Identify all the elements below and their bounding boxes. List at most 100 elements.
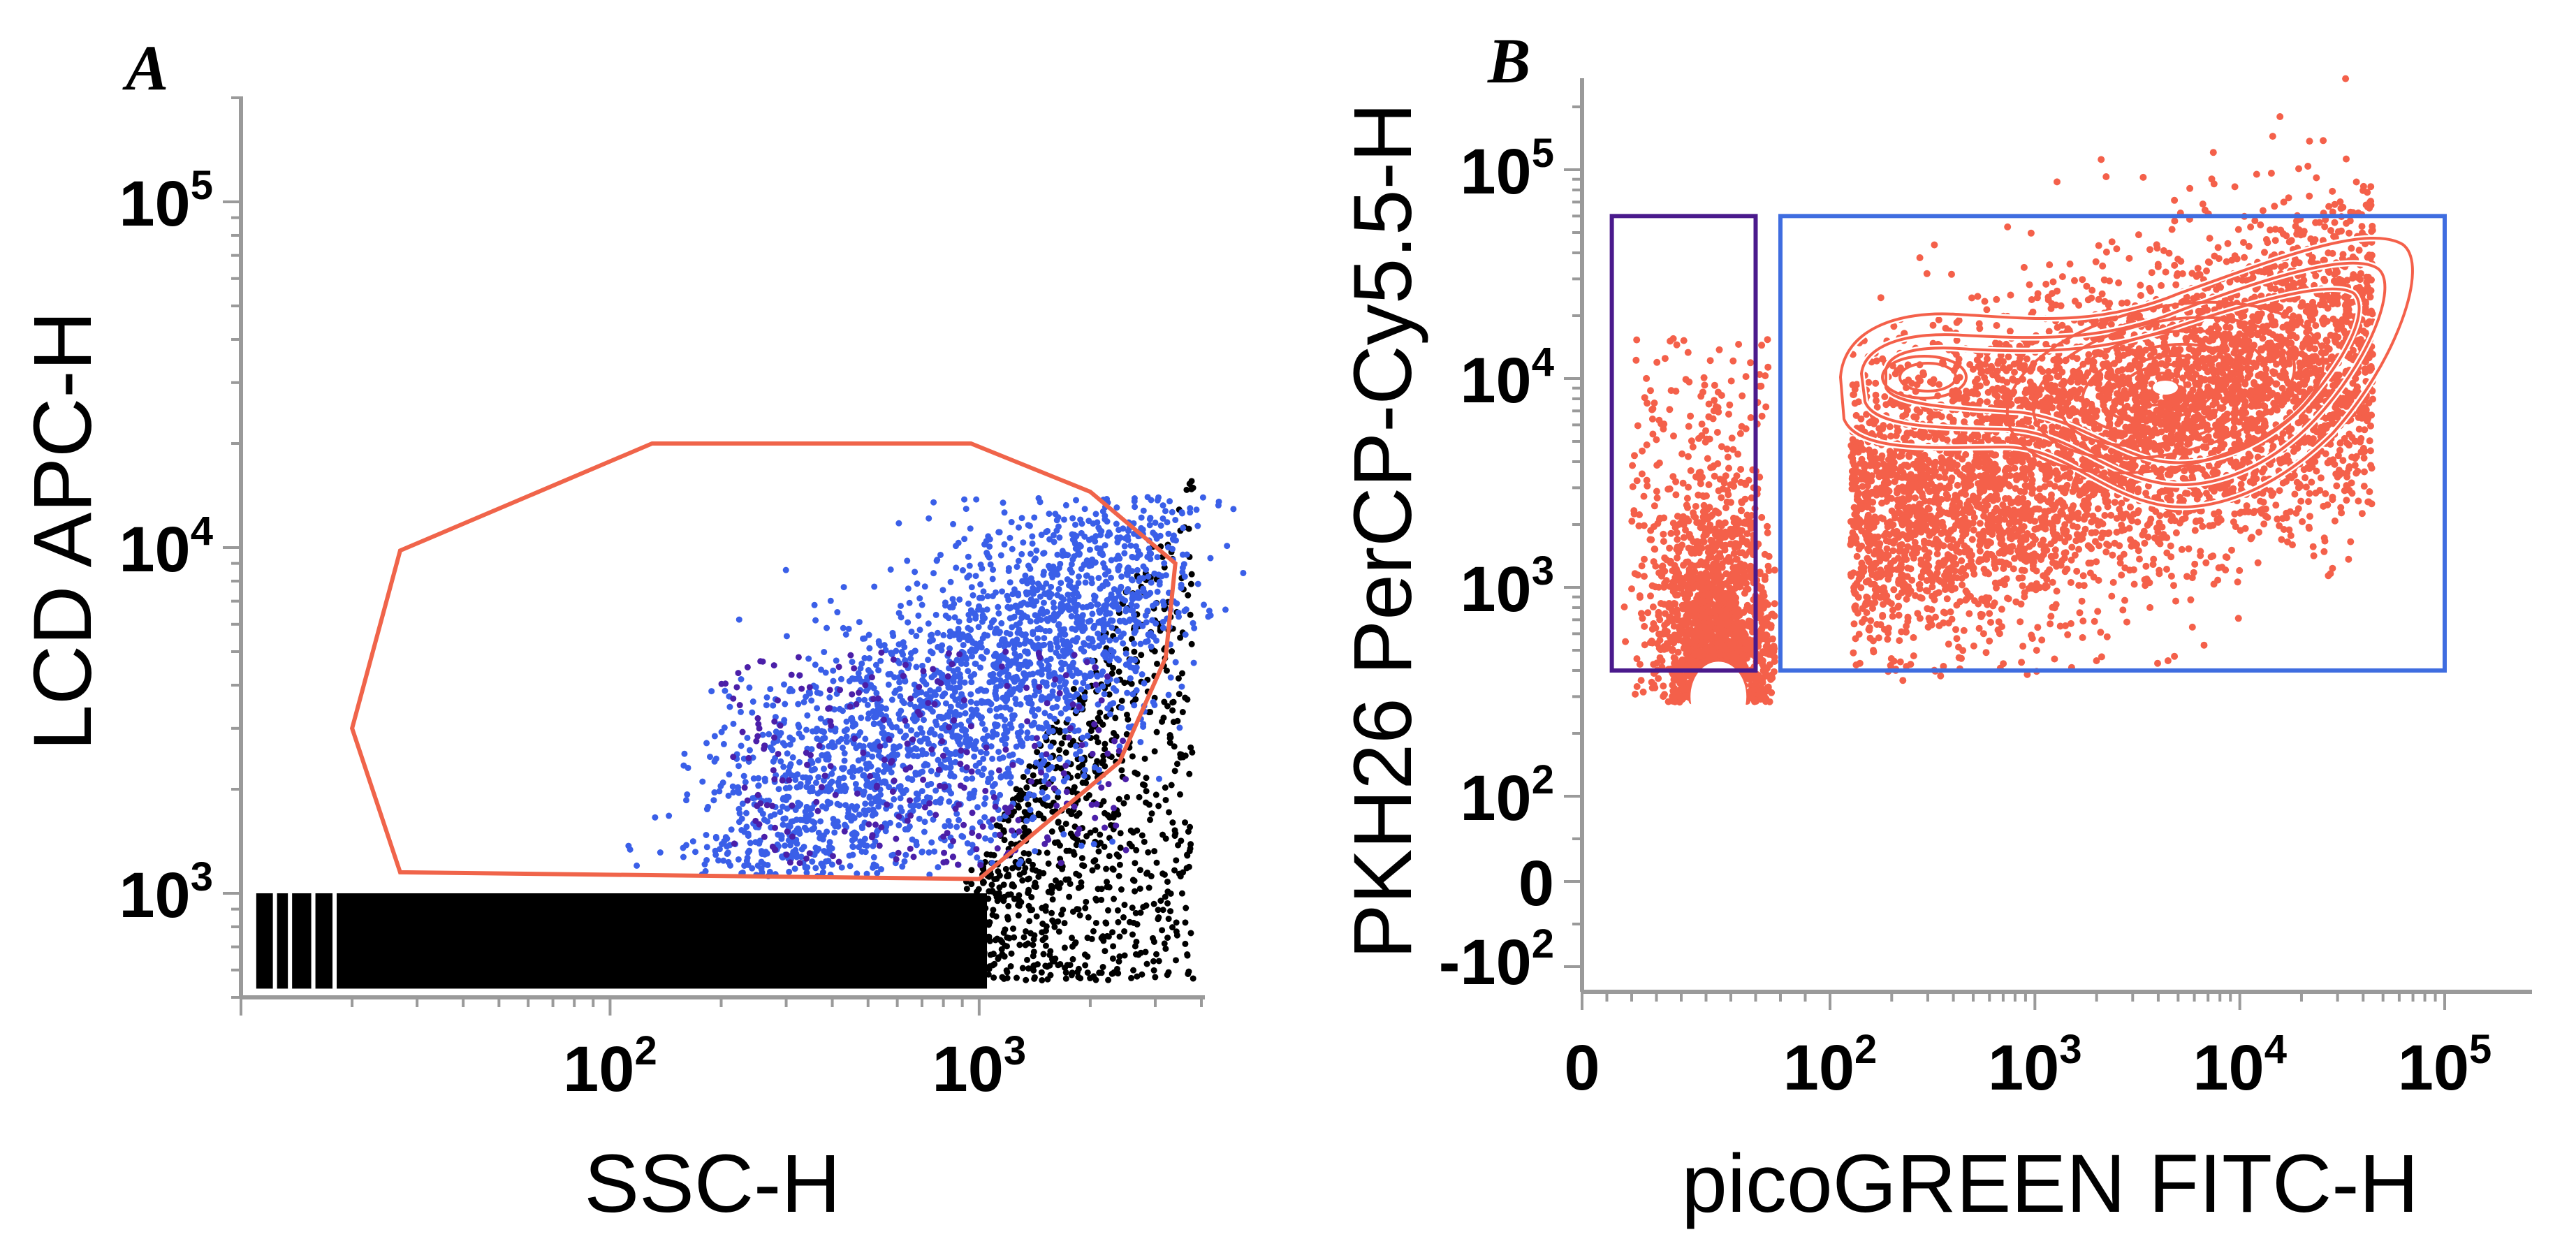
panel-a-point-black: [1004, 916, 1011, 923]
panel-a-point-blue: [1047, 743, 1054, 750]
panel-a-point-blue: [969, 592, 976, 599]
panel-a-point-dark: [928, 746, 935, 753]
panel-a-point-black: [1067, 741, 1074, 748]
panel-a-point-blue: [736, 763, 742, 770]
panel-a-point-dark: [982, 787, 989, 794]
panel-a-point-blue: [1056, 534, 1063, 541]
panel-a-point-blue: [1137, 640, 1144, 647]
panel-a-point-blue: [858, 848, 865, 855]
panel-a-point-dark: [837, 687, 844, 694]
panel-a-point-blue: [840, 584, 847, 591]
panel-a-point-blue: [782, 701, 789, 708]
panel-a-point-blue: [1122, 608, 1129, 615]
panel-a-point-dark: [937, 680, 944, 687]
panel-a-point-blue: [983, 647, 990, 654]
panel-a-point-blue: [899, 789, 906, 796]
panel-a-point-blue: [795, 721, 802, 728]
panel-b-point: [1968, 536, 1976, 543]
panel-a-point-blue: [1081, 694, 1088, 701]
panel-a-point-blue: [1132, 543, 1139, 550]
panel-a-point-blue: [920, 798, 927, 805]
panel-a-point-black: [1073, 870, 1080, 877]
panel-a-point-blue: [977, 562, 984, 569]
panel-a-point-blue: [1124, 689, 1131, 696]
panel-a-point-blue: [1069, 531, 1076, 538]
panel-a-point-black: [1062, 969, 1069, 976]
panel-a-point-black: [1136, 885, 1143, 892]
panel-a-point-blue: [724, 835, 731, 842]
panel-a-point-black: [1159, 907, 1166, 914]
panel-a-point-blue: [1053, 517, 1060, 524]
panel-a-point-blue: [1115, 657, 1122, 664]
panel-a-point-black: [1161, 871, 1168, 878]
panel-a-point-blue: [815, 774, 822, 781]
panel-a-point-blue: [989, 576, 996, 582]
panel-a-point-black: [1178, 670, 1185, 677]
panel-a-point-dark: [910, 853, 917, 860]
panel-a-point-black: [985, 895, 992, 902]
panel-a-point-blue: [770, 758, 777, 765]
panel-a-point-blue: [980, 588, 987, 595]
panel-a-point-black: [1062, 749, 1069, 756]
panel-a-point-blue: [1148, 579, 1155, 586]
panel-a-point-blue: [1155, 494, 1162, 501]
panel-a-point-blue: [1003, 727, 1010, 734]
panel-a-point-black: [1038, 969, 1045, 976]
panel-a-point-blue: [987, 775, 994, 782]
panel-a-point-blue: [1194, 522, 1201, 529]
panel-a-point-blue: [961, 536, 968, 543]
panel-a-point-blue: [1043, 720, 1050, 727]
panel-a-point-black: [1120, 800, 1127, 807]
panel-a-point-blue: [1051, 538, 1058, 545]
panel-a-point-blue: [968, 584, 975, 591]
panel-a-point-black: [1062, 975, 1069, 982]
panel-a-point-dark: [967, 723, 974, 730]
panel-a-point-blue: [1009, 591, 1016, 598]
panel-a-point-dark: [958, 747, 965, 754]
panel-a-point-black: [1089, 867, 1096, 874]
panel-a-point-blue: [703, 831, 710, 838]
panel-b-point: [1935, 316, 1942, 323]
panel-a-point-blue: [1078, 520, 1085, 527]
panel-a-point-blue: [869, 753, 876, 760]
panel-a-point-blue: [933, 557, 940, 564]
panel-a-point-blue: [1149, 617, 1156, 624]
panel-b-point: [2224, 240, 2232, 247]
panel-a-point-blue: [1152, 519, 1159, 526]
panel-a-point-blue: [1097, 635, 1104, 642]
panel-a-point-black: [1112, 715, 1119, 721]
panel-a-point-blue: [828, 861, 835, 868]
panel-a-point-dark: [853, 701, 860, 708]
panel-a-point-black: [1114, 907, 1121, 914]
panel-a-point-blue: [1128, 601, 1135, 608]
panel-a-point-blue: [932, 611, 939, 618]
panel-b-point: [2123, 618, 2130, 626]
panel-a-point-blue: [1023, 694, 1030, 701]
panel-a-point-dark: [735, 670, 742, 677]
panel-a-point-blue: [946, 798, 953, 805]
panel-a-point-black: [1040, 870, 1047, 877]
panel-b-point: [2119, 606, 2127, 614]
panel-a-point-black: [1061, 944, 1068, 951]
panel-a-point-blue: [1085, 635, 1092, 642]
panel-a-point-black: [1020, 773, 1027, 780]
panel-a-point-black: [1137, 909, 1144, 916]
panel-a-point-blue: [718, 728, 725, 735]
panel-b-point: [2048, 491, 2055, 499]
panel-a-point-blue: [747, 840, 754, 847]
panel-b-point: [1960, 626, 1968, 634]
panel-b-point: [2130, 580, 2138, 588]
panel-a-point-blue: [1107, 617, 1114, 624]
panel-a-point-blue: [1030, 585, 1037, 592]
panel-a-point-blue: [942, 700, 949, 707]
panel-a-point-blue: [1100, 627, 1107, 634]
panel-a-point-black: [1171, 867, 1178, 874]
panel-a-point-blue: [1100, 582, 1107, 589]
panel-a-point-black: [1048, 909, 1055, 916]
panel-a-point-black: [1048, 889, 1055, 896]
panel-a-point-blue: [1046, 673, 1053, 680]
panel-a-point-dark: [779, 777, 786, 784]
panel-a-point-black: [1100, 798, 1107, 805]
panel-a-point-blue: [1056, 756, 1063, 763]
